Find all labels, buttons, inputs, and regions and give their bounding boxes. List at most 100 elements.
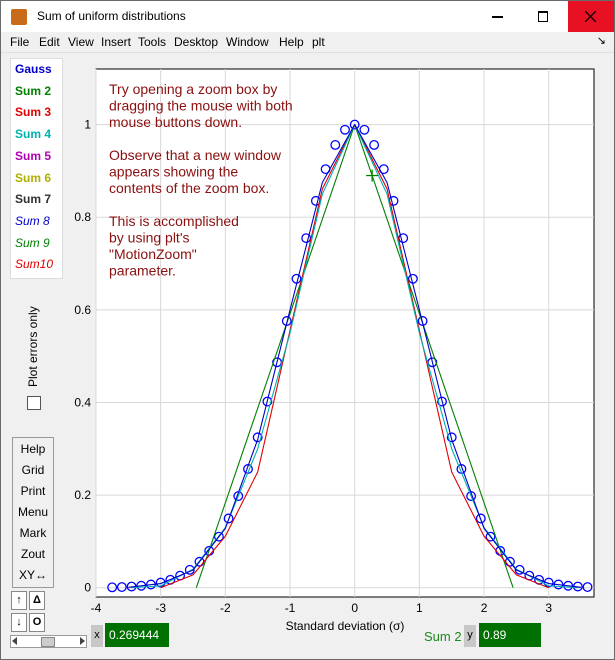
series-line-sum8 (128, 124, 582, 588)
annotation-line: mouse buttons down. (109, 114, 242, 130)
legend-item-sum5[interactable]: Sum 5 (15, 148, 52, 163)
y-tick-label: 0 (84, 581, 91, 595)
gauss-point (398, 233, 409, 244)
gauss-point (446, 432, 457, 443)
annotation-line: Try opening a zoom box by (109, 81, 277, 97)
delta-button[interactable]: Δ (29, 591, 45, 610)
gauss-point (155, 577, 166, 588)
close-button[interactable] (568, 1, 614, 32)
trace-name-label[interactable]: Sum 2 (424, 629, 462, 644)
plt-button-panel: Help Grid Print Menu Mark Zout XY↔ (12, 437, 54, 588)
legend-item-sum10[interactable]: Sum10 (15, 257, 54, 272)
gauss-point (437, 396, 447, 407)
gauss-point (252, 432, 263, 443)
annotation-line: "MotionZoom" (109, 246, 197, 262)
menu-desktop[interactable]: Desktop (174, 35, 219, 49)
x-readout-value[interactable]: 0.269444 (105, 623, 169, 647)
gauss-point (543, 577, 554, 588)
legend-item-sum2[interactable]: Sum 2 (15, 83, 52, 98)
plt-button-xy[interactable]: XY↔ (18, 568, 47, 582)
minimize-button[interactable] (475, 1, 521, 32)
gauss-point (582, 582, 593, 592)
annotation-line: appears showing the (109, 164, 238, 180)
slider-thumb[interactable] (41, 637, 55, 647)
gauss-point (330, 140, 341, 150)
down-arrow-button[interactable]: ↓ (11, 613, 27, 632)
gauss-point (223, 513, 234, 524)
legend-item-gauss[interactable]: Gauss (15, 62, 52, 76)
plt-button-mark[interactable]: Mark (19, 526, 47, 540)
gauss-point (485, 531, 496, 542)
x-axis-label: Standard deviation (σ) (286, 619, 405, 633)
y-tick-label: 1 (84, 118, 91, 132)
gauss-point (301, 233, 312, 244)
menu-help[interactable]: Help (279, 35, 304, 49)
x-tick-label: 0 (351, 601, 358, 615)
window-title: Sum of uniform distributions (37, 9, 186, 23)
menu-plt[interactable]: plt (312, 35, 325, 49)
plt-button-menu[interactable]: Menu (17, 505, 49, 519)
gauss-point (514, 564, 525, 575)
gauss-point (359, 124, 370, 135)
legend-item-sum4[interactable]: Sum 4 (15, 127, 52, 142)
annotation-line: This is accomplished (109, 213, 239, 229)
menu-insert[interactable]: Insert (101, 35, 132, 49)
annotation-line: parameter. (109, 263, 176, 279)
y-tick-label: 0.6 (74, 303, 91, 317)
x-tick-label: -4 (91, 601, 102, 615)
menu-edit[interactable]: Edit (39, 35, 60, 49)
gauss-point (213, 531, 224, 542)
gauss-point (107, 582, 118, 593)
y-tick-label: 0.4 (74, 395, 91, 409)
menu-file[interactable]: File (10, 35, 30, 49)
matlab-logo-icon (11, 9, 27, 25)
annotation-line: Observe that a new window (109, 147, 282, 163)
gauss-point (184, 564, 195, 575)
gauss-point (417, 316, 428, 326)
gauss-point (340, 124, 350, 135)
maximize-button[interactable] (521, 1, 567, 32)
plot-errors-checkbox[interactable] (27, 396, 41, 410)
y-tick-label: 0.2 (74, 488, 91, 502)
slider-right-arrow-icon[interactable] (80, 637, 85, 645)
plt-button-print[interactable]: Print (20, 484, 46, 498)
x-tick-label: -3 (155, 601, 166, 615)
legend-panel: Gauss Sum 2 Sum 3 Sum 4 Sum 5 Sum 6 Sum 7 Sum 8… (10, 58, 63, 279)
x-tick-label: -1 (285, 601, 296, 615)
gauss-point (475, 513, 486, 524)
menu-view[interactable]: View (68, 35, 94, 49)
gauss-point (262, 396, 273, 407)
y-tick-label: 0.8 (74, 210, 91, 224)
gauss-point (349, 119, 360, 130)
legend-item-sum7[interactable]: Sum 7 (15, 192, 52, 207)
plot-area (95, 68, 595, 598)
menu-window[interactable]: Window (226, 35, 269, 49)
legend-item-sum3[interactable]: Sum 3 (15, 105, 52, 120)
menu-overflow-icon[interactable]: ↘ (596, 35, 606, 47)
plt-button-help[interactable]: Help (20, 442, 46, 456)
x-tick-label: 3 (545, 601, 552, 615)
slider-bar[interactable] (10, 635, 87, 648)
x-tick-label: 2 (481, 601, 488, 615)
menu-bar: File Edit View Insert Tools Desktop Wind… (1, 32, 614, 53)
plt-button-zout[interactable]: Zout (20, 547, 45, 561)
slider-left-arrow-icon[interactable] (12, 637, 17, 645)
annotation-line: by using plt's (109, 230, 190, 246)
annotation-text: Try opening a zoom box by dragging the mo… (109, 81, 293, 279)
legend-item-sum6[interactable]: Sum 6 (15, 170, 52, 185)
plt-button-grid[interactable]: Grid (21, 463, 45, 477)
legend-item-sum9[interactable]: Sum 9 (15, 235, 50, 250)
gauss-point (281, 316, 292, 326)
y-readout-value[interactable]: 0.89 (479, 623, 541, 647)
menu-tools[interactable]: Tools (138, 35, 167, 49)
maximize-icon (538, 11, 548, 22)
legend-item-sum8[interactable]: Sum 8 (15, 213, 50, 228)
y-readout-label: y (464, 625, 476, 647)
minimize-icon (492, 16, 503, 18)
o-button[interactable]: O (29, 613, 45, 632)
close-icon (585, 11, 596, 22)
annotation-line: dragging the mouse with both (109, 98, 293, 114)
up-arrow-button[interactable]: ↑ (11, 591, 27, 610)
